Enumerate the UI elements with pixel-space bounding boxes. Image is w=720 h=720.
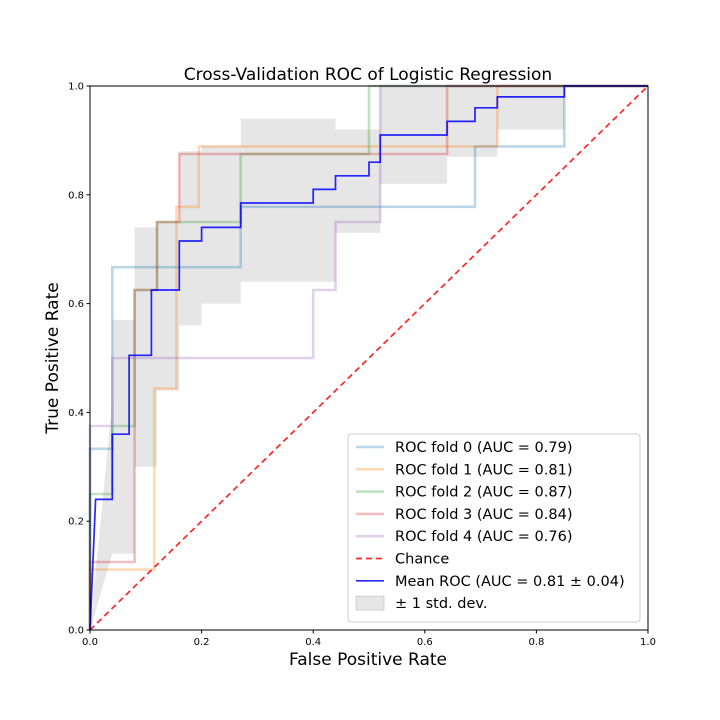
y-tick-label: 0.6 [68,299,84,310]
y-tick-label: 0.0 [68,626,84,637]
x-tick-label: 1.0 [640,637,656,648]
y-tick-label: 0.2 [68,517,84,528]
legend-label: ROC fold 4 (AUC = 0.76) [395,529,573,545]
x-tick-label: 0.4 [305,637,321,648]
x-tick-label: 0.8 [528,637,544,648]
chart-title: Cross-Validation ROC of Logistic Regress… [184,65,552,85]
x-axis-label: False Positive Rate [289,650,447,670]
legend-swatch [355,595,385,611]
legend: ROC fold 0 (AUC = 0.79) ROC fold 1 (AUC =… [347,433,641,623]
x-tick-label: 0.6 [417,637,433,648]
y-axis-label: True Positive Rate [43,282,63,434]
series-line-roc-fold-1-auc-0-81 [88,84,648,630]
series-line-mean-roc-auc-0-81-0-04 [89,85,648,631]
legend-label: ROC fold 2 (AUC = 0.87) [395,485,573,501]
plot-area [88,84,649,631]
legend-label: ROC fold 0 (AUC = 0.79) [395,440,573,456]
legend-label: ROC fold 1 (AUC = 0.81) [395,462,573,478]
legend-label: ± 1 std. dev. [395,596,487,612]
series-line-roc-fold-4-auc-0-76 [88,84,648,630]
legend-label: ROC fold 3 (AUC = 0.84) [395,507,573,523]
legend-box [347,433,641,623]
legend-label: Chance [395,552,449,568]
y-tick-label: 1.0 [68,82,84,93]
y-tick-label: 0.4 [68,408,84,419]
plot-frame [89,85,649,631]
x-tick-label: 0.2 [194,637,210,648]
axis-ticks: 0.0 0.2 0.4 0.6 0.8 1.0 0.0 0.2 0.4 0.6 0.8 1.0 [68,82,656,649]
x-tick-label: 0.0 [82,637,98,648]
y-tick-label: 0.8 [68,190,84,201]
std-dev-band [90,86,648,630]
legend-label: Mean ROC (AUC = 0.81 ± 0.04) [395,574,625,590]
